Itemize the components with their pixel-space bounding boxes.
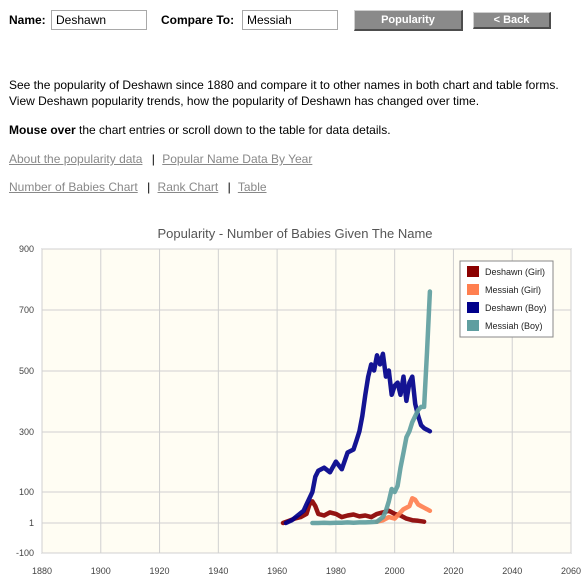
y-tick-label: -100 bbox=[16, 548, 34, 558]
compare-to-label: Compare To: bbox=[161, 13, 235, 27]
mouse-over-bold: Mouse over bbox=[9, 123, 76, 137]
name-input[interactable]: Deshawn bbox=[51, 10, 147, 30]
y-tick-label: 900 bbox=[19, 244, 34, 254]
legend-swatch bbox=[467, 320, 479, 331]
x-tick-label: 1940 bbox=[208, 566, 228, 576]
x-tick-label: 1920 bbox=[150, 566, 170, 576]
popular-name-data-link[interactable]: Popular Name Data By Year bbox=[162, 152, 313, 166]
grid bbox=[41, 248, 572, 554]
rank-chart-link[interactable]: Rank Chart bbox=[157, 180, 219, 194]
back-button[interactable]: < Back bbox=[473, 12, 551, 29]
link-separator: | bbox=[227, 180, 231, 194]
description: See the popularity of Deshawn since 1880… bbox=[9, 77, 577, 109]
series-line-1[interactable] bbox=[374, 496, 433, 524]
legend-label: Deshawn (Girl) bbox=[485, 267, 545, 277]
x-tick-label: 2020 bbox=[443, 566, 463, 576]
link-separator: | bbox=[151, 152, 155, 166]
legend-label: Deshawn (Boy) bbox=[485, 303, 547, 313]
y-tick-label: 500 bbox=[19, 366, 34, 376]
info-links: About the popularity data | Popular Name… bbox=[9, 152, 312, 166]
x-tick-label: 2000 bbox=[385, 566, 405, 576]
chart-title: Popularity - Number of Babies Given The … bbox=[157, 226, 432, 241]
table-link[interactable]: Table bbox=[237, 180, 267, 194]
y-tick-label: 700 bbox=[19, 305, 34, 315]
compare-to-input[interactable]: Messiah bbox=[242, 10, 338, 30]
series-line-2[interactable] bbox=[283, 351, 433, 526]
name-label: Name: bbox=[9, 13, 46, 27]
popularity-chart[interactable]: Popularity - Number of Babies Given The … bbox=[0, 222, 581, 582]
legend: Deshawn (Girl) Messiah (Girl) Deshawn (Boy… bbox=[459, 260, 554, 338]
description-line-2: View Deshawn popularity trends, how the … bbox=[9, 94, 480, 108]
link-separator: | bbox=[147, 180, 151, 194]
x-axis: 1880 1900 1920 1940 1960 1980 2000 2020 2040 2060 bbox=[32, 566, 581, 576]
x-tick-label: 2040 bbox=[502, 566, 522, 576]
description-line-1: See the popularity of Deshawn since 1880… bbox=[9, 78, 559, 92]
y-tick-label: 100 bbox=[19, 487, 34, 497]
x-tick-label: 1880 bbox=[32, 566, 52, 576]
x-tick-label: 2060 bbox=[561, 566, 581, 576]
mouse-over-note: Mouse over the chart entries or scroll d… bbox=[9, 122, 391, 138]
series-line-3[interactable] bbox=[310, 289, 433, 526]
chart-links: Number of Babies Chart | Rank Chart | Ta… bbox=[9, 180, 267, 194]
y-tick-label: 300 bbox=[19, 427, 34, 437]
legend-label: Messiah (Boy) bbox=[485, 321, 543, 331]
legend-swatch bbox=[467, 266, 479, 277]
mouse-over-text: the chart entries or scroll down to the … bbox=[75, 123, 391, 137]
x-tick-label: 1960 bbox=[267, 566, 287, 576]
legend-swatch bbox=[467, 284, 479, 295]
y-tick-label: 1 bbox=[29, 518, 34, 528]
number-of-babies-chart-link[interactable]: Number of Babies Chart bbox=[9, 180, 138, 194]
popularity-button[interactable]: Popularity bbox=[354, 10, 463, 31]
legend-label: Messiah (Girl) bbox=[485, 285, 541, 295]
y-axis: 900 700 500 300 100 1 -100 bbox=[16, 244, 34, 558]
legend-swatch bbox=[467, 302, 479, 313]
about-popularity-link[interactable]: About the popularity data bbox=[9, 152, 143, 166]
x-tick-label: 1980 bbox=[326, 566, 346, 576]
series-lines bbox=[280, 289, 433, 526]
x-tick-label: 1900 bbox=[91, 566, 111, 576]
